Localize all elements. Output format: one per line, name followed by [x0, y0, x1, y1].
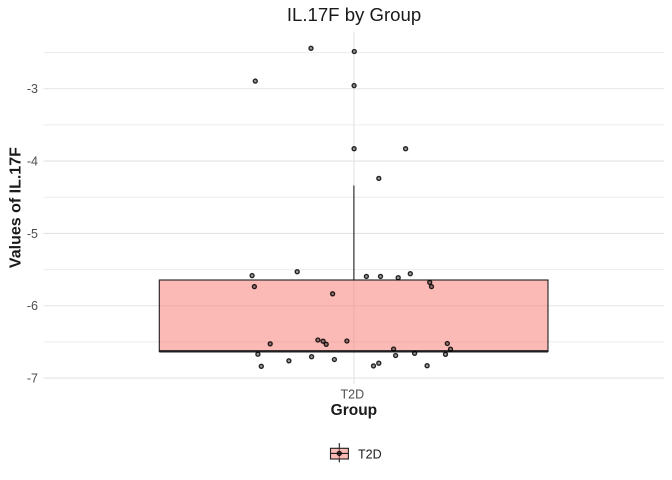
svg-text:-7: -7 — [27, 371, 38, 385]
svg-text:-5: -5 — [27, 227, 38, 241]
svg-text:-4: -4 — [27, 154, 38, 168]
svg-text:T2D: T2D — [358, 447, 382, 461]
svg-text:Group: Group — [331, 402, 378, 419]
svg-text:IL.17F by Group: IL.17F by Group — [287, 4, 421, 25]
svg-text:-3: -3 — [27, 82, 38, 96]
svg-text:-6: -6 — [27, 299, 38, 313]
svg-text:T2D: T2D — [340, 388, 364, 402]
svg-text:Values of IL.17F: Values of IL.17F — [8, 147, 25, 268]
